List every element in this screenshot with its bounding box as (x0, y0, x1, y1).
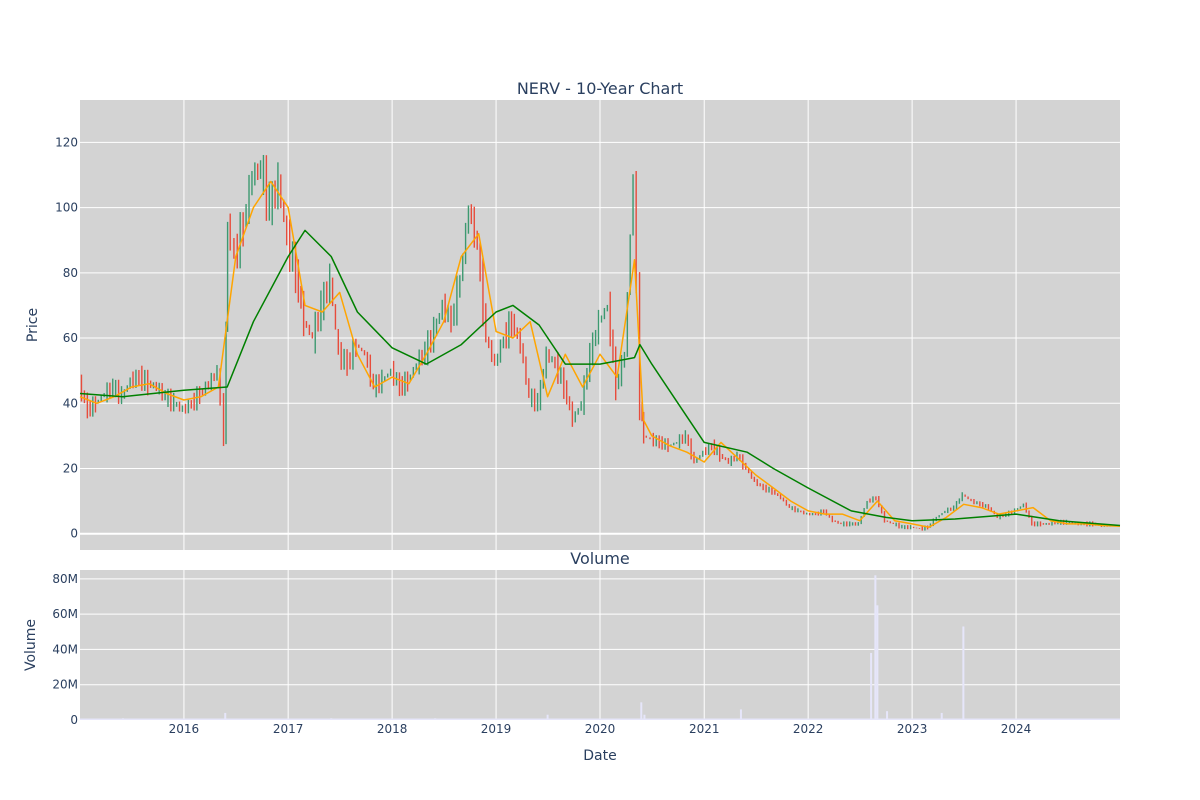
x-axis-title: Date (583, 748, 616, 764)
price-moving-averages (79, 180, 1121, 528)
volume-bar (876, 605, 879, 720)
volume-bar (640, 702, 643, 720)
volume-bar (870, 652, 873, 720)
volume-bar (874, 575, 877, 720)
price-y-tick-100: 100 (55, 201, 78, 215)
price-chart-title: NERV - 10-Year Chart (517, 79, 683, 98)
price-y-tick-20: 20 (63, 461, 78, 475)
volume-y-tick-80M: 80M (52, 572, 78, 586)
price-y-tick-0: 0 (70, 527, 78, 541)
volume-bar (224, 712, 227, 720)
x-tick-2024: 2024 (1001, 722, 1032, 736)
volume-y-axis-title: Volume (23, 619, 39, 671)
price-panel: 0 20 40 60 80 100 120 (55, 100, 1121, 550)
volume-bars (80, 575, 1120, 720)
volume-bar (940, 712, 943, 720)
volume-baseline-bars (80, 718, 1120, 720)
volume-y-tick-20M: 20M (52, 678, 78, 692)
volume-x-ticks: 2016 2017 2018 2019 2020 2021 2022 2023 2024 (169, 722, 1032, 736)
x-tick-2016: 2016 (169, 722, 200, 736)
volume-y-ticks: 0 20M 40M 60M 80M (52, 572, 78, 727)
volume-bar (739, 709, 742, 720)
x-tick-2019: 2019 (481, 722, 512, 736)
price-gridlines (80, 100, 1120, 550)
volume-chart-title: Volume (570, 549, 630, 568)
x-tick-2017: 2017 (273, 722, 304, 736)
price-y-tick-40: 40 (63, 396, 78, 410)
volume-y-tick-0: 0 (70, 713, 78, 727)
volume-y-tick-60M: 60M (52, 607, 78, 621)
volume-bar (643, 714, 646, 720)
volume-y-tick-40M: 40M (52, 642, 78, 656)
volume-bar (546, 714, 549, 720)
price-y-tick-120: 120 (55, 135, 78, 149)
price-y-ticks: 0 20 40 60 80 100 120 (55, 135, 78, 540)
x-tick-2018: 2018 (377, 722, 408, 736)
x-tick-2022: 2022 (793, 722, 824, 736)
price-y-tick-80: 80 (63, 266, 78, 280)
volume-bar (886, 711, 889, 720)
price-y-tick-60: 60 (63, 331, 78, 345)
x-tick-2021: 2021 (689, 722, 720, 736)
long-moving-average-line (79, 229, 1121, 527)
price-candles (80, 154, 1111, 531)
price-y-axis-title: Price (25, 308, 41, 342)
x-tick-2023: 2023 (897, 722, 928, 736)
volume-bar (962, 626, 965, 720)
x-tick-2020: 2020 (585, 722, 616, 736)
